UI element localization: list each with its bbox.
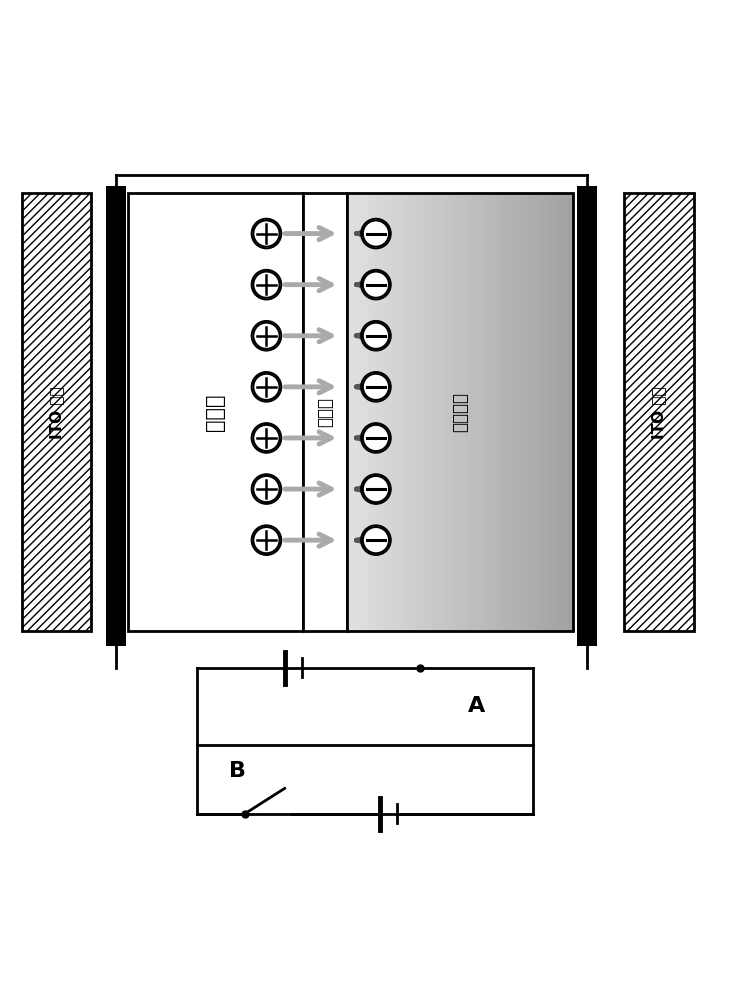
Bar <box>517 193 523 631</box>
Bar <box>128 193 303 631</box>
Circle shape <box>251 372 282 402</box>
Bar <box>426 193 432 631</box>
Circle shape <box>253 476 280 502</box>
Bar <box>466 193 472 631</box>
Circle shape <box>363 425 389 451</box>
Bar <box>511 193 517 631</box>
Bar <box>353 193 358 631</box>
Bar <box>106 186 126 646</box>
Bar <box>472 193 477 631</box>
Circle shape <box>363 220 389 247</box>
Circle shape <box>361 423 391 453</box>
Circle shape <box>251 218 282 249</box>
Bar <box>381 193 387 631</box>
Text: A: A <box>468 696 485 716</box>
Bar <box>505 193 512 631</box>
Bar <box>358 193 364 631</box>
Bar <box>303 193 347 631</box>
Bar <box>392 193 399 631</box>
Bar <box>567 193 574 631</box>
Bar <box>22 193 91 631</box>
Circle shape <box>361 321 391 351</box>
Bar <box>443 193 450 631</box>
Bar <box>409 193 415 631</box>
Bar <box>448 193 455 631</box>
Circle shape <box>253 272 280 298</box>
Bar <box>483 193 489 631</box>
Circle shape <box>251 423 282 453</box>
Text: B: B <box>228 761 246 781</box>
Bar <box>624 193 694 631</box>
Circle shape <box>253 374 280 400</box>
Bar <box>375 193 381 631</box>
Text: 电解质: 电解质 <box>316 397 334 427</box>
Circle shape <box>363 527 389 553</box>
Bar <box>488 193 495 631</box>
Circle shape <box>363 476 389 502</box>
Bar <box>562 193 568 631</box>
Text: 工作电极: 工作电极 <box>451 392 469 432</box>
Bar <box>493 193 500 631</box>
Bar <box>386 193 393 631</box>
Circle shape <box>361 218 391 249</box>
Bar <box>415 193 421 631</box>
Bar <box>577 186 597 646</box>
Bar <box>539 193 545 631</box>
Circle shape <box>253 527 280 553</box>
Bar <box>420 193 427 631</box>
Text: ITO 极板: ITO 极板 <box>651 386 666 439</box>
Bar <box>398 193 404 631</box>
Bar <box>522 193 529 631</box>
Circle shape <box>251 474 282 504</box>
Circle shape <box>253 220 280 247</box>
Bar <box>477 193 483 631</box>
Circle shape <box>251 270 282 300</box>
Bar <box>556 193 563 631</box>
Circle shape <box>361 474 391 504</box>
Bar <box>364 193 370 631</box>
Bar <box>403 193 410 631</box>
Bar <box>431 193 438 631</box>
Text: 对电极: 对电极 <box>205 394 226 431</box>
Circle shape <box>363 272 389 298</box>
Circle shape <box>363 323 389 349</box>
Text: ITO 极板: ITO 极板 <box>49 386 64 439</box>
Circle shape <box>361 372 391 402</box>
Circle shape <box>253 323 280 349</box>
Bar <box>550 193 557 631</box>
Bar <box>437 193 444 631</box>
Circle shape <box>361 270 391 300</box>
Bar <box>347 193 353 631</box>
Bar <box>369 193 376 631</box>
Bar <box>499 193 506 631</box>
Bar <box>545 193 551 631</box>
Circle shape <box>253 425 280 451</box>
Circle shape <box>361 525 391 555</box>
Circle shape <box>251 321 282 351</box>
Bar <box>528 193 534 631</box>
Bar <box>454 193 461 631</box>
Bar <box>534 193 540 631</box>
Circle shape <box>251 525 282 555</box>
Bar <box>460 193 466 631</box>
Circle shape <box>363 374 389 400</box>
Bar <box>347 193 573 631</box>
